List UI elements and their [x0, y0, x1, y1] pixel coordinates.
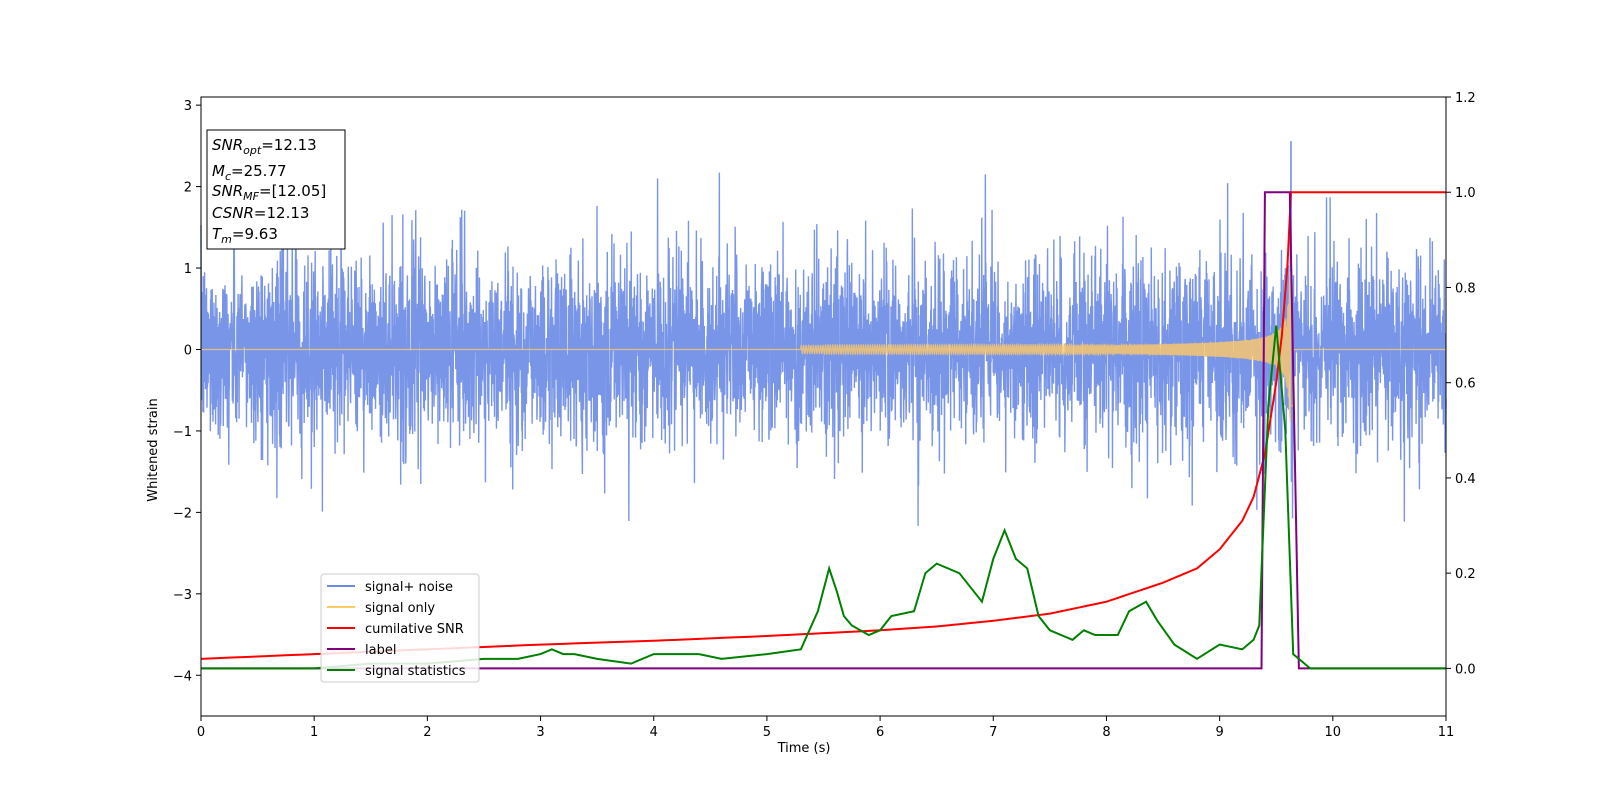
- y-tick-label: −2: [173, 506, 192, 521]
- y2-tick-label: 0.2: [1455, 567, 1476, 582]
- y2-tick-label: 0.6: [1455, 377, 1476, 392]
- annotation-line: CSNR=12.13: [212, 204, 309, 222]
- y-tick-label: −3: [173, 588, 192, 603]
- y-tick-label: −1: [173, 425, 192, 440]
- series-signal-only: [201, 271, 1446, 422]
- y-tick-label: 3: [184, 99, 192, 114]
- y2-tick-label: 0.4: [1455, 472, 1476, 487]
- x-tick-label: 11: [1438, 725, 1455, 740]
- annotation-box: SNRopt=12.13 Mc=25.77SNRMF=[12.05]CSNR=12…: [206, 129, 346, 250]
- legend-label: cumilative SNR: [365, 622, 464, 637]
- y2-tick-label: 1.2: [1455, 91, 1476, 106]
- legend: signal+ noise signal only cumilative SNR la…: [320, 573, 480, 683]
- y2-tick-label: 1.0: [1455, 186, 1476, 201]
- x-tick-label: 9: [1215, 725, 1223, 740]
- x-tick-label: 2: [423, 725, 431, 740]
- legend-label: signal+ noise: [365, 580, 453, 595]
- y-axis-label: Whitened strain: [146, 398, 161, 501]
- legend-label: label: [365, 643, 396, 658]
- legend-label: signal statistics: [365, 664, 466, 679]
- y-tick-label: −4: [173, 669, 192, 684]
- annotation-line: Tm=9.63: [212, 225, 278, 246]
- x-tick-label: 5: [763, 725, 771, 740]
- legend-frame: [320, 573, 480, 683]
- annotation-line: Mc=25.77: [212, 162, 287, 183]
- x-tick-label: 3: [536, 725, 544, 740]
- x-tick-label: 10: [1325, 725, 1342, 740]
- y2-tick-label: 0.8: [1455, 281, 1476, 296]
- x-tick-label: 1: [310, 725, 318, 740]
- legend-label: signal only: [365, 601, 435, 616]
- x-axis-label: Time (s): [777, 741, 831, 756]
- axes: 0 1 2 3 4 5 6 7 8 9 10 113210−1−2−3−41.21.00.80.60.…: [173, 91, 1476, 740]
- x-tick-label: 6: [876, 725, 884, 740]
- x-tick-label: 7: [989, 725, 997, 740]
- y-tick-label: 1: [184, 262, 192, 277]
- x-tick-label: 4: [650, 725, 658, 740]
- x-tick-label: 0: [197, 725, 205, 740]
- annotation-line: SNRMF=[12.05]: [212, 182, 326, 203]
- series-signal-noise: [200, 141, 1447, 526]
- series-signal-statistics: [201, 325, 1446, 670]
- axes-frame: [200, 96, 1447, 717]
- plot-area: [200, 141, 1447, 670]
- y-tick-label: 2: [184, 181, 192, 196]
- x-tick-label: 8: [1102, 725, 1110, 740]
- annotation-line: SNRopt=12.13: [212, 136, 317, 157]
- y-tick-label: 0: [184, 343, 192, 358]
- annotation-box-frame: [206, 129, 346, 250]
- y2-tick-label: 0.0: [1455, 662, 1476, 677]
